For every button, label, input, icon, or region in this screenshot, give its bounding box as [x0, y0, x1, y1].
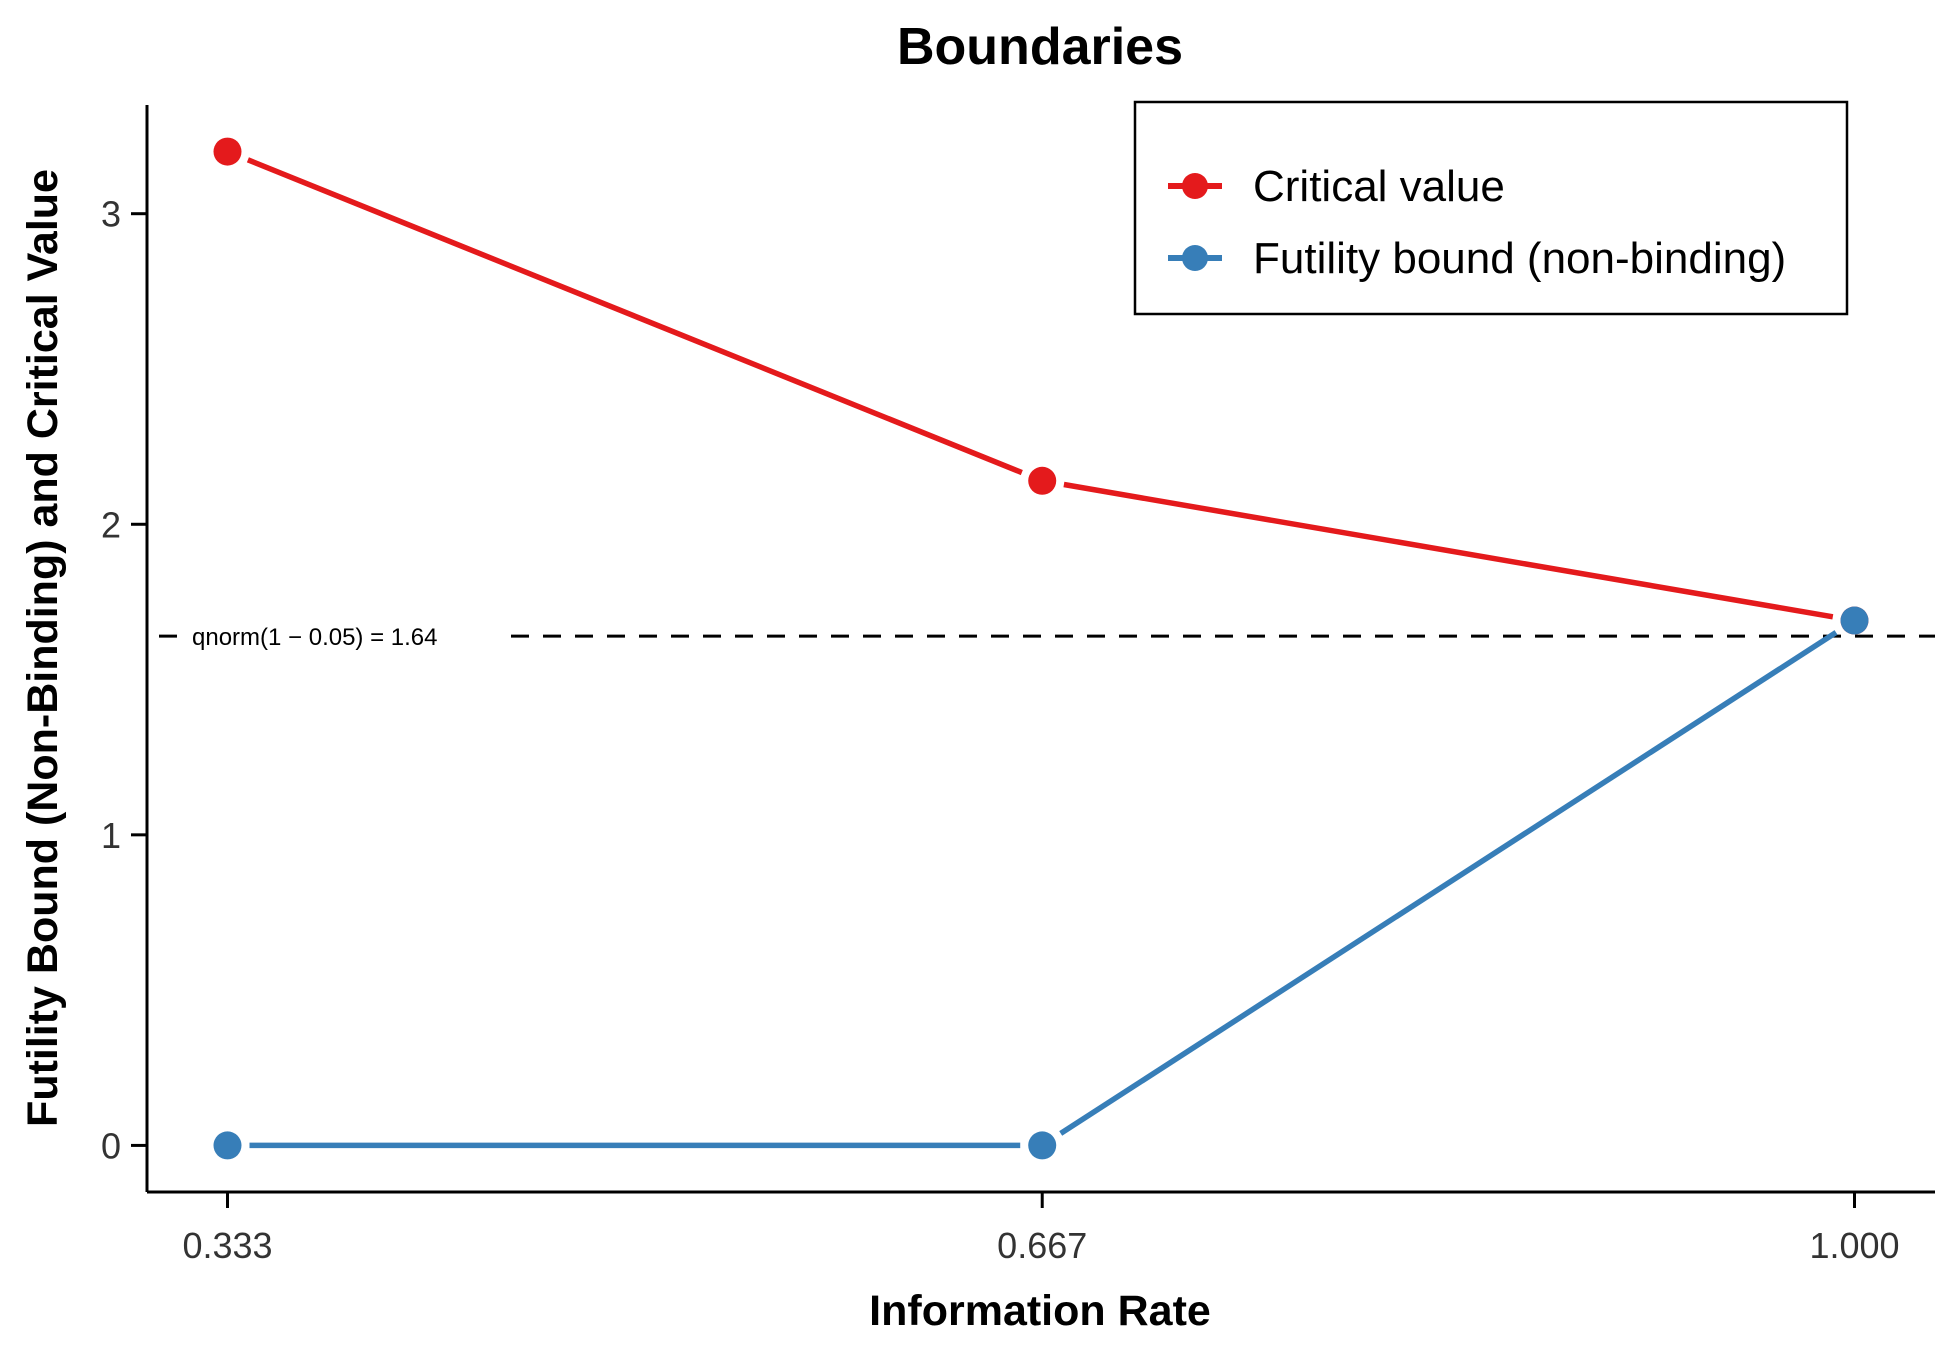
legend-label-critical-value: Critical value [1253, 162, 1505, 211]
reference-line-group: qnorm(1 − 0.05) = 1.64 [159, 618, 1935, 655]
x-tick-label: 0.667 [997, 1225, 1087, 1266]
data-point-futility-bound-non-binding [1028, 1131, 1057, 1160]
y-tick-label: 1 [101, 815, 121, 856]
legend-swatch-marker-futility [1182, 245, 1208, 271]
series-line-critical-value [246, 157, 1023, 476]
legend-box [1133, 100, 1849, 316]
data-point-futility-bound-non-binding [213, 1131, 242, 1160]
legend-swatch-marker-critical [1182, 173, 1208, 199]
chart-title: Boundaries [897, 18, 1183, 76]
data-point-critical-value [213, 137, 242, 166]
x-tick-label: 1.000 [1809, 1225, 1899, 1266]
x-tick-label: 0.333 [182, 1225, 272, 1266]
legend-label-futility-bound: Futility bound (non-binding) [1253, 234, 1786, 283]
data-point-futility-bound-non-binding [1840, 606, 1869, 635]
series-line-critical-value [1063, 481, 1834, 620]
y-axis-ticks: 0 1 2 3 [101, 194, 147, 1166]
series-layer [213, 137, 1869, 1160]
data-point-critical-value [1028, 466, 1057, 495]
y-tick-label: 3 [101, 194, 121, 235]
x-axis-ticks: 0.333 0.667 1.000 [182, 1192, 1900, 1266]
reference-line-label: qnorm(1 − 0.05) = 1.64 [192, 624, 437, 651]
legend: Critical value Futility bound (non-bindi… [1133, 100, 1849, 316]
series-line-futility-bound-non-binding [1059, 630, 1838, 1136]
y-tick-label: 2 [101, 504, 121, 545]
x-axis-title: Information Rate [869, 1287, 1211, 1335]
y-axis-title: Futility Bound (Non-Binding) and Critica… [19, 169, 67, 1127]
reference-label-background [186, 618, 508, 655]
y-tick-label: 0 [101, 1125, 121, 1166]
